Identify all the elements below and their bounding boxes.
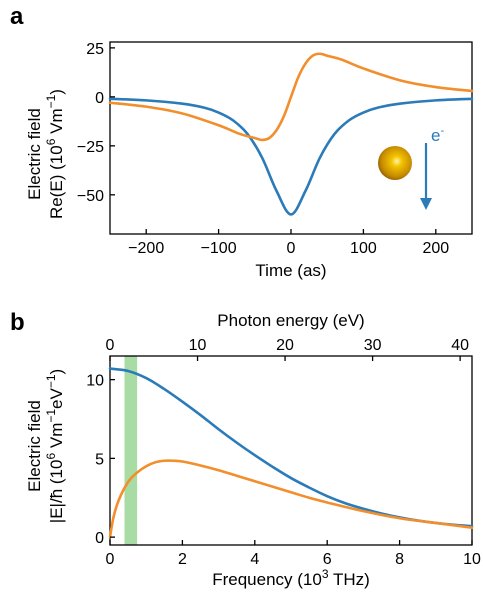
panel-b-xtick-label: 0	[106, 551, 115, 568]
panel-a-series-0-line	[108, 97, 474, 216]
electron-label-e: e	[431, 126, 440, 145]
electron-label: e-	[431, 125, 444, 145]
panel-a-series	[108, 52, 474, 216]
panel-a-letter: a	[10, 3, 24, 30]
panel-b-xtick-label: 8	[395, 551, 404, 568]
panel-b-ytick-label: 10	[86, 373, 104, 390]
panel-b-series-0-line	[108, 367, 474, 528]
panel-b-top-xtick-label: 0	[106, 337, 115, 354]
panel-a-ytick-label: 25	[86, 41, 104, 58]
panel-b-xlabel-b: THz)	[329, 570, 370, 589]
panel-b-series-1-line	[108, 459, 474, 539]
gold-nanoparticle-icon	[378, 146, 412, 180]
panel-a-ylabel-a: Re(E) (10	[47, 145, 66, 219]
panel-b-xtick-label: 2	[178, 551, 187, 568]
panel-a-xtick-label: −100	[201, 240, 237, 257]
panel-b-ylabel-supm1a: −1	[44, 409, 58, 423]
panel-b-ylabel-line2: |E|/ħ (106 Vm−1eV−1)	[44, 369, 66, 523]
panel-b-highlight-band	[124, 356, 138, 545]
panel-a-ylabel-supm1: −1	[44, 94, 58, 108]
panel-a-ytick-label: 0	[95, 90, 104, 107]
panel-b-ylabel-line1: Electric field	[25, 400, 44, 492]
panel-a-xtick-label: 0	[287, 240, 296, 257]
panel-b-ylabel-sup6: 6	[44, 453, 58, 460]
panel-a-series-1-line	[108, 52, 474, 142]
electron-arrow-head-icon	[420, 198, 432, 210]
panel-b-top-xtick-label: 40	[451, 337, 469, 354]
panel-b-top-xtick-label: 30	[364, 337, 382, 354]
panel-a-ticks: −200 −100 0 100 200 25 0 −25 −50	[77, 41, 449, 257]
panel-b-xlabel-a: Frequency (10	[212, 570, 322, 589]
panel-b-ticks: 0 2 4 6 8 10 0 10 20 30 40 0 5 10	[86, 337, 481, 568]
panel-a-ylabel-c: )	[47, 89, 66, 95]
panel-a-xtick-label: 200	[422, 240, 449, 257]
panel-b-xlabel-sup: 3	[322, 567, 329, 581]
panel-b-xtick-label: 10	[463, 551, 481, 568]
panel-a-ylabel-line2: Re(E) (106 Vm−1)	[44, 89, 66, 219]
panel-a-chart: −200 −100 0 100 200 25 0 −25 −50 e- Time (as) El…	[25, 41, 474, 280]
panel-b-ylabel-supm1b: −1	[44, 374, 58, 388]
panel-b-xtick-label: 6	[323, 551, 332, 568]
panel-a-ytick-label: −50	[77, 188, 104, 205]
panel-b-axes	[109, 355, 473, 546]
panel-b-top-xlabel: Photon energy (eV)	[217, 311, 364, 330]
panel-a-plot-frame	[109, 41, 473, 235]
panel-a-ylabel-line1: Electric field	[25, 108, 44, 200]
panel-b-band-rect	[124, 356, 138, 545]
panel-b-letter: b	[10, 309, 25, 336]
panel-a-ylabel-b: Vm	[47, 108, 66, 138]
panel-b-ylabel-b: Vm	[47, 423, 66, 453]
panel-b-plot-frame	[109, 355, 473, 546]
panel-a-ylabel-sup6: 6	[44, 138, 58, 145]
panel-b-top-xtick-label: 20	[276, 337, 294, 354]
panel-b-ylabel-c: eV	[47, 387, 66, 408]
panel-b-ytick-label: 0	[95, 530, 104, 547]
electron-label-sup: -	[440, 125, 444, 137]
panel-b-ytick-label: 5	[95, 451, 104, 468]
panel-b-top-xtick-label: 10	[189, 337, 207, 354]
panel-b-ylabel-a: |E|/ħ (10	[47, 460, 66, 524]
panel-a-xtick-label: −200	[128, 240, 164, 257]
panel-a-axes	[109, 41, 473, 235]
panel-b-series	[108, 367, 474, 539]
panel-b-xtick-label: 4	[250, 551, 259, 568]
panel-b-ylabel-d: )	[47, 369, 66, 375]
panel-a-xlabel: Time (as)	[255, 261, 326, 280]
panel-a-xtick-label: 100	[350, 240, 377, 257]
panel-b-xlabel: Frequency (103 THz)	[212, 567, 370, 589]
panel-a-ytick-label: −25	[77, 139, 104, 156]
